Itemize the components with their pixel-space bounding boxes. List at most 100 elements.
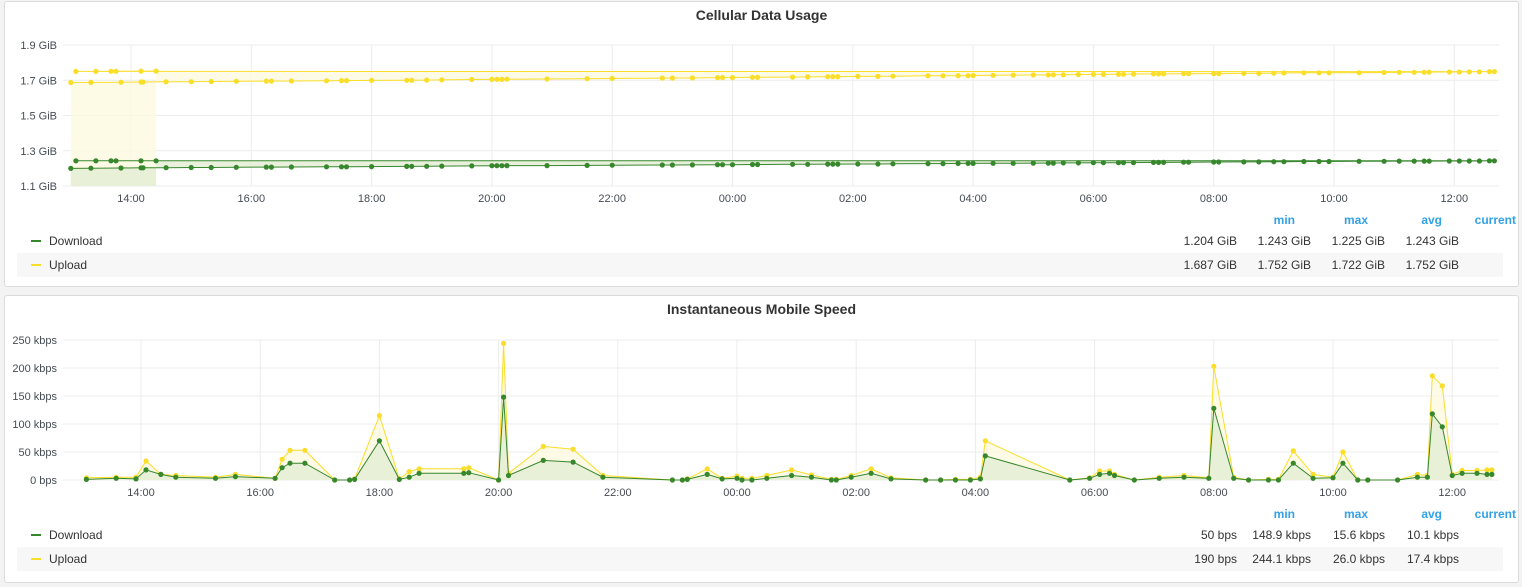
data-point-download — [669, 162, 676, 168]
data-point-download — [659, 162, 665, 168]
y-tick-label: 250 kbps — [12, 335, 57, 347]
data-point-download — [1100, 160, 1106, 166]
data-point-download — [1459, 470, 1465, 476]
x-tick-label: 18:00 — [366, 487, 394, 499]
x-tick-label: 08:00 — [1200, 193, 1228, 202]
data-point-upload — [1115, 71, 1122, 77]
data-point-upload — [1356, 70, 1362, 76]
data-point-download — [108, 158, 114, 164]
data-point-upload — [143, 458, 149, 464]
data-point-download — [875, 161, 881, 167]
series-name[interactable]: Download — [49, 234, 103, 248]
legend-header-max[interactable]: max — [1343, 507, 1368, 521]
data-point-download — [1426, 158, 1432, 164]
data-point-upload — [409, 77, 415, 83]
legend-header-current[interactable]: current — [1474, 213, 1516, 227]
data-point-upload — [1075, 72, 1081, 78]
data-point-upload — [1161, 71, 1167, 77]
data-point-upload — [825, 74, 831, 80]
data-point-download — [890, 161, 896, 167]
data-point-download — [868, 470, 874, 476]
data-point-download — [1456, 158, 1462, 164]
cellular-data-usage-chart[interactable]: 1.1 GiB 1.3 GiB 1.5 GiB 1.7 GiB 1.9 GiB 14:00… — [5, 2, 1518, 202]
data-point-upload — [138, 68, 144, 74]
data-point-download — [1429, 411, 1435, 417]
legend-header-min[interactable]: min — [1273, 507, 1295, 521]
data-point-download — [1010, 160, 1016, 166]
x-tick-label: 06:00 — [1081, 487, 1109, 499]
data-point-download — [1489, 471, 1495, 477]
data-point-upload — [268, 78, 274, 84]
data-point-download — [982, 453, 988, 459]
data-point-upload — [466, 465, 472, 471]
y-tick-label: 150 kbps — [12, 391, 57, 403]
data-point-upload — [789, 467, 795, 473]
data-point-upload — [494, 76, 500, 82]
legend-header-avg[interactable]: avg — [1421, 213, 1442, 227]
data-point-download — [1090, 160, 1096, 166]
data-point-upload — [108, 68, 114, 74]
x-tick-label: 02:00 — [839, 193, 867, 202]
data-point-upload — [1100, 71, 1106, 77]
value-current: 1.752 GiB — [1405, 258, 1459, 272]
data-point-upload — [714, 75, 721, 81]
series-name[interactable]: Download — [49, 528, 103, 542]
legend-row-download[interactable]: Download 50 bps 148.9 kbps 15.6 kbps 10.… — [17, 523, 1503, 547]
data-point-upload — [1181, 71, 1187, 77]
data-point-upload — [925, 73, 931, 79]
data-point-download — [279, 465, 285, 471]
data-point-download — [173, 474, 179, 480]
data-point-download — [1449, 472, 1455, 479]
data-point-upload — [970, 72, 976, 79]
data-point-download — [232, 474, 238, 480]
instantaneous-mobile-speed-chart[interactable]: 0 bps 50 kbps 100 kbps 150 kbps 200 kbps 250 … — [5, 296, 1518, 501]
x-tick-label: 12:00 — [1438, 487, 1466, 499]
data-point-download — [133, 476, 139, 482]
data-point-upload — [1411, 69, 1417, 75]
legend-header-current[interactable]: current — [1474, 507, 1516, 521]
data-point-download — [789, 472, 795, 479]
data-point-download — [1161, 159, 1167, 165]
data-point-upload — [233, 78, 239, 84]
legend-header-avg[interactable]: avg — [1421, 507, 1442, 521]
series-name[interactable]: Upload — [49, 552, 88, 566]
data-point-download — [600, 474, 606, 480]
data-point-download — [1414, 474, 1420, 480]
series-area-upload — [86, 343, 1492, 480]
legend-row-upload[interactable]: Upload 1.687 GiB 1.752 GiB 1.722 GiB 1.7… — [17, 253, 1503, 277]
data-point-download — [1301, 158, 1307, 165]
data-point-download — [704, 471, 710, 477]
series-name[interactable]: Upload — [49, 258, 88, 272]
legend-row-download[interactable]: Download 1.204 GiB 1.243 GiB 1.225 GiB 1… — [17, 229, 1503, 253]
data-point-download — [113, 475, 119, 481]
data-point-upload — [1476, 69, 1482, 75]
data-point-download — [1365, 477, 1371, 483]
data-point-upload — [1446, 69, 1452, 75]
data-point-upload — [659, 75, 665, 81]
value-avg: 26.0 kbps — [1332, 552, 1385, 566]
data-point-download — [332, 477, 338, 483]
legend-row-upload[interactable]: Upload 190 bps 244.1 kbps 26.0 kbps 17.4… — [17, 547, 1503, 571]
data-point-upload — [1326, 70, 1332, 76]
data-point-upload — [1381, 69, 1387, 76]
data-point-download — [424, 163, 430, 169]
data-point-download — [302, 460, 308, 466]
data-point-upload — [1486, 69, 1492, 75]
data-point-download — [501, 394, 507, 400]
x-tick-label: 14:00 — [117, 193, 145, 202]
data-point-download — [1181, 474, 1187, 480]
value-min: 1.204 GiB — [1183, 234, 1237, 248]
legend-header-max[interactable]: max — [1343, 213, 1368, 227]
data-point-download — [1050, 160, 1056, 166]
data-point-download — [955, 160, 961, 166]
data-point-download — [163, 165, 169, 171]
data-point-download — [689, 162, 696, 168]
data-point-download — [833, 477, 839, 483]
x-tick-label: 06:00 — [1080, 193, 1108, 202]
data-point-upload — [955, 73, 961, 79]
data-point-upload — [982, 438, 988, 444]
y-tick-label: 1.3 GiB — [20, 146, 57, 158]
data-point-download — [1115, 160, 1122, 166]
data-point-download — [1281, 159, 1287, 165]
legend-header-min[interactable]: min — [1273, 213, 1295, 227]
